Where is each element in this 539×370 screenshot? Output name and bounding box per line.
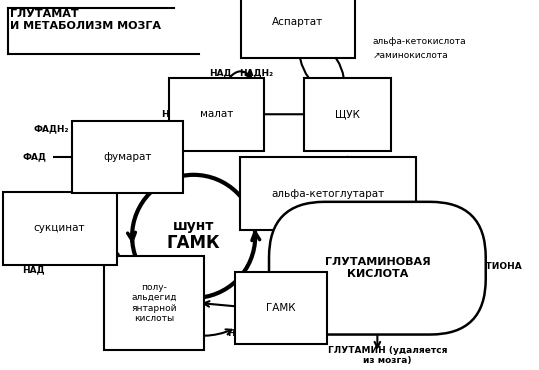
Text: НАД: НАД: [209, 68, 232, 77]
Text: сукцинат: сукцинат: [34, 223, 85, 233]
Text: NH₃: NH₃: [159, 339, 178, 348]
Text: H₂O: H₂O: [161, 110, 181, 119]
Text: H₂O: H₂O: [101, 252, 121, 261]
Text: ГЛУТАМИН (удаляется
из мозга): ГЛУТАМИН (удаляется из мозга): [328, 346, 447, 365]
Text: ЩУК: ЩУК: [335, 109, 360, 119]
Text: Аспартат: Аспартат: [272, 17, 323, 27]
Text: альфа-кетоглутарат: альфа-кетоглутарат: [271, 189, 384, 199]
Text: фумарат: фумарат: [103, 152, 151, 162]
Text: шунт: шунт: [173, 219, 215, 233]
Text: НАДН₂: НАДН₂: [22, 252, 56, 261]
Text: ГЛУТАМИНОВАЯ
КИСЛОТА: ГЛУТАМИНОВАЯ КИСЛОТА: [324, 258, 430, 279]
Text: ↗аминокислота: ↗аминокислота: [372, 51, 448, 60]
Text: →АДФ+Ф: →АДФ+Ф: [401, 312, 449, 321]
Text: ↓альфа-кетокислота: ↓альфа-кетокислота: [375, 216, 476, 225]
Text: ФАДН₂: ФАДН₂: [34, 125, 70, 134]
Text: CO₂: CO₂: [287, 335, 305, 344]
Text: ← аминокислота: ← аминокислота: [375, 202, 454, 211]
Text: альфа-кетокислота: альфа-кетокислота: [372, 37, 466, 46]
Text: синтез
ГЛУТАТИОНА: синтез ГЛУТАТИОНА: [452, 252, 522, 271]
Text: НАДН₂: НАДН₂: [239, 68, 273, 77]
Text: АТФ: АТФ: [405, 299, 427, 309]
Text: ГАМК: ГАМК: [167, 234, 220, 252]
Text: малат: малат: [200, 109, 233, 119]
Text: NH₃: NH₃: [405, 287, 424, 296]
Text: H₂O: H₂O: [227, 329, 246, 338]
Text: ГЛУТАМАТ
И МЕТАБОЛИЗМ МОЗГА: ГЛУТАМАТ И МЕТАБОЛИЗМ МОЗГА: [10, 9, 161, 31]
Text: НАД: НАД: [22, 266, 44, 275]
Text: полу-
альдегид
янтарной
кислоты: полу- альдегид янтарной кислоты: [131, 283, 177, 323]
Text: ФАД: ФАД: [23, 152, 47, 161]
Text: ГАМК: ГАМК: [266, 303, 296, 313]
